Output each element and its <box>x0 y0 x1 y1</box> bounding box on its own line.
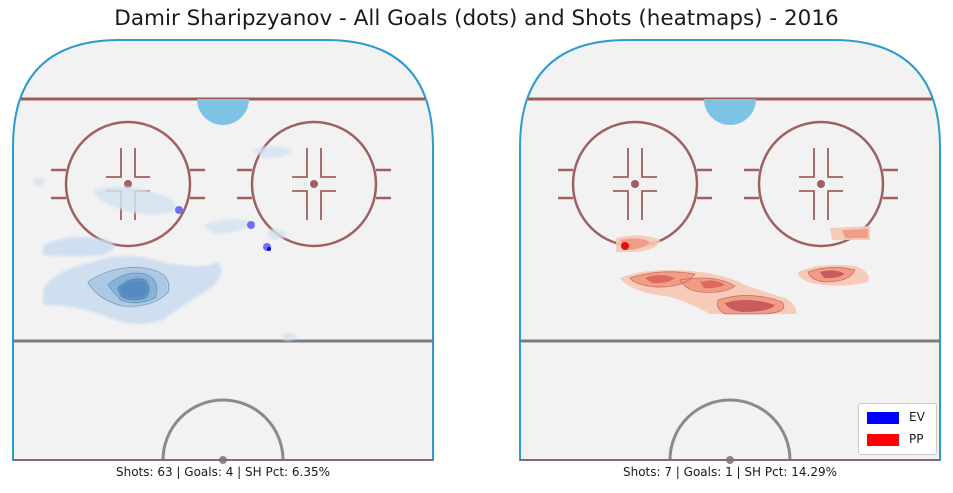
goal-dots-pp <box>621 242 629 250</box>
rink-left <box>12 39 434 464</box>
right-panel-caption: Shots: 7 | Goals: 1 | SH Pct: 14.29% <box>622 465 838 479</box>
heatmap-ev-contours <box>87 267 170 307</box>
goal-dot <box>247 221 255 229</box>
faceoff-circle-right <box>237 120 391 248</box>
chart-title: Damir Sharipzyanov - All Goals (dots) an… <box>114 6 839 31</box>
goal-dots-ev <box>175 206 271 251</box>
legend-swatch-pp <box>867 434 899 446</box>
heatmap-pp-contours <box>629 267 856 315</box>
rink-right-surface <box>519 39 941 461</box>
goal-dot <box>267 247 271 251</box>
faceoff-circle-left <box>51 120 205 248</box>
legend-label-ev: EV <box>909 410 925 424</box>
legend-label-pp: PP <box>909 432 924 446</box>
heatmap-ev-shots <box>33 146 298 341</box>
center-circle-arc <box>161 398 285 461</box>
rink-right <box>519 39 941 464</box>
goal-crease <box>197 99 249 125</box>
left-panel-caption: Shots: 63 | Goals: 4 | SH Pct: 6.35% <box>115 465 331 479</box>
legend-swatch-ev <box>867 412 899 424</box>
goal-crease <box>704 99 756 125</box>
center-circle-arc <box>668 398 792 461</box>
rink-left-surface <box>12 39 434 461</box>
goal-dot <box>175 206 183 214</box>
legend: EV PP <box>858 403 937 455</box>
faceoff-circle-right <box>744 120 898 248</box>
goal-dot <box>621 242 629 250</box>
